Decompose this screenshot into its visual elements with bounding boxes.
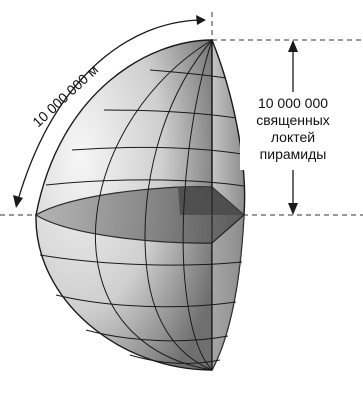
cut-face-lower-shade [212, 215, 244, 370]
right-label-backdrop [240, 92, 345, 170]
right-label-line-3: локтей [271, 129, 315, 145]
right-label: 10 000 000 священных локтей пирамиды [256, 95, 330, 162]
meridians [94, 39, 213, 371]
arc-length-arrow [13, 15, 206, 208]
equatorial-dark-sector [178, 187, 244, 215]
right-label-line-1: 10 000 000 [258, 95, 328, 111]
right-label-line-2: священных [256, 112, 330, 128]
parallels [39, 69, 245, 364]
right-label-line-4: пирамиды [260, 146, 327, 162]
